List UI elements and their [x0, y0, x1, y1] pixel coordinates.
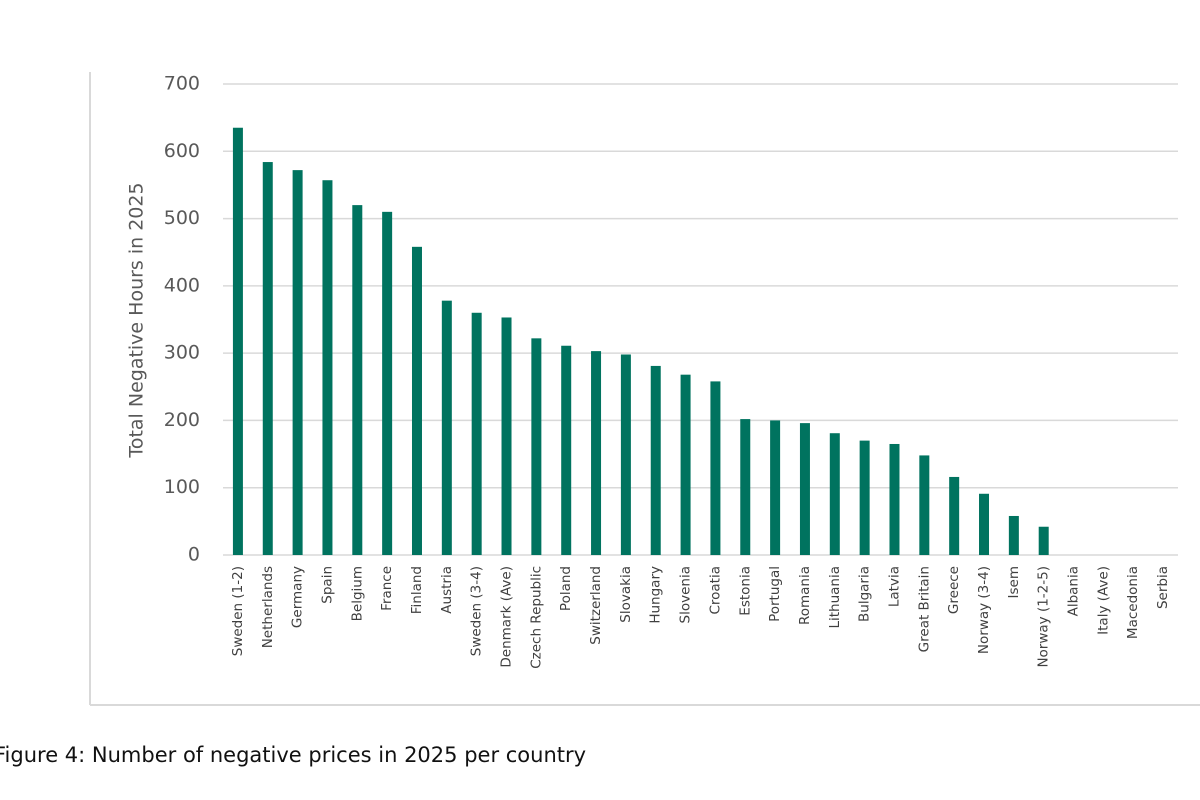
y-tick-label: 400 [164, 274, 200, 296]
x-tick-label: France [379, 566, 395, 611]
y-tick-label: 700 [164, 73, 200, 95]
x-tick-label: Greece [946, 566, 962, 614]
bar [322, 180, 333, 555]
x-tick-label: Slovakia [618, 566, 634, 623]
bar [471, 312, 482, 555]
bar [232, 127, 243, 555]
x-tick-label: Albania [1066, 566, 1082, 616]
x-tick-label: Norway (1-2-5) [1036, 566, 1052, 668]
bar [979, 493, 990, 555]
x-tick-label: Germany [290, 566, 306, 628]
bar [859, 440, 870, 555]
x-tick-label: Estonia [737, 566, 753, 616]
y-tick-label: 0 [188, 544, 200, 566]
x-tick-label: Spain [319, 566, 335, 604]
y-tick-label: 500 [164, 207, 200, 229]
x-tick-label: Serbia [1155, 566, 1171, 609]
bar [1038, 526, 1049, 555]
bar [620, 354, 631, 555]
x-tick-label: Italy (Ave) [1095, 566, 1111, 635]
bar [352, 205, 363, 555]
bar [441, 300, 452, 555]
bar [650, 365, 661, 555]
x-tick-label: Hungary [648, 566, 664, 624]
x-tick-label: Lithuania [827, 566, 843, 629]
bar [411, 246, 422, 555]
y-tick-label: 600 [164, 140, 200, 162]
bar [740, 419, 751, 555]
x-tick-label: Poland [558, 566, 574, 611]
bar [829, 433, 840, 555]
bar [561, 345, 572, 555]
bar [591, 351, 602, 555]
x-tick-label: Switzerland [588, 566, 604, 645]
bar [382, 211, 393, 556]
x-tick-label: Sweden (1-2) [230, 566, 246, 656]
bar [680, 374, 691, 555]
bar [292, 170, 303, 555]
x-tick-label: Great Britain [916, 566, 932, 652]
y-axis-title: Total Negative Hours in 2025 [126, 182, 148, 458]
x-tick-label: Portugal [767, 566, 783, 622]
x-tick-label: Sweden (3-4) [469, 566, 485, 656]
bar [889, 443, 900, 555]
x-tick-label: Romania [797, 566, 813, 625]
bar [799, 423, 810, 555]
x-tick-label: Denmark (Ave) [499, 566, 515, 668]
x-tick-label: Finland [409, 566, 425, 614]
x-tick-label: Belgium [349, 566, 365, 621]
x-tick-label: Netherlands [260, 566, 276, 648]
bar [1008, 515, 1019, 555]
bar [262, 162, 273, 555]
x-tick-label: Czech Republic [528, 566, 544, 669]
bar [531, 338, 542, 555]
x-tick-label: Slovenia [678, 566, 694, 623]
bar [501, 317, 512, 555]
bar [710, 381, 721, 555]
y-tick-label: 200 [164, 409, 200, 431]
x-tick-label: Isem [1006, 566, 1022, 598]
bar [919, 455, 930, 555]
x-tick-label: Latvia [886, 566, 902, 607]
x-tick-label: Croatia [707, 566, 723, 615]
x-tick-label: Bulgaria [857, 566, 873, 622]
x-tick-label: Macedonia [1125, 566, 1141, 639]
y-tick-label: 300 [164, 342, 200, 364]
bar [949, 476, 960, 555]
caption: Figure 4: Number of negative prices in 2… [0, 743, 586, 767]
bar [770, 420, 781, 555]
x-tick-label: Norway (3-4) [976, 566, 992, 654]
y-tick-label: 100 [164, 476, 200, 498]
x-tick-label: Austria [439, 566, 455, 614]
